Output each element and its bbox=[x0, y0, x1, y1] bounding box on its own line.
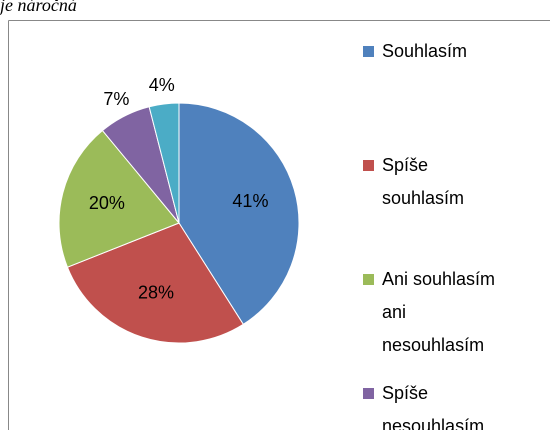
legend-label: Spíše nesouhlasím bbox=[382, 383, 484, 430]
legend-swatch bbox=[363, 388, 374, 399]
chart-title: je náročná bbox=[0, 0, 77, 15]
legend-swatch bbox=[363, 274, 374, 285]
legend-label: Souhlasím bbox=[382, 41, 467, 61]
legend-label: Spíše souhlasím bbox=[382, 155, 464, 208]
pie-slice bbox=[178, 102, 300, 326]
data-label: 4% bbox=[149, 75, 175, 95]
pie-slice bbox=[66, 222, 244, 344]
pie-slice bbox=[148, 102, 180, 224]
data-label: 7% bbox=[103, 89, 129, 109]
data-label: 28% bbox=[138, 283, 174, 303]
data-label: 20% bbox=[89, 193, 125, 213]
pie-slice bbox=[58, 129, 180, 268]
legend-swatch bbox=[363, 160, 374, 171]
data-label: 41% bbox=[232, 191, 268, 211]
legend-label: Ani souhlasím ani nesouhlasím bbox=[382, 269, 500, 355]
legend-swatch bbox=[363, 46, 374, 57]
